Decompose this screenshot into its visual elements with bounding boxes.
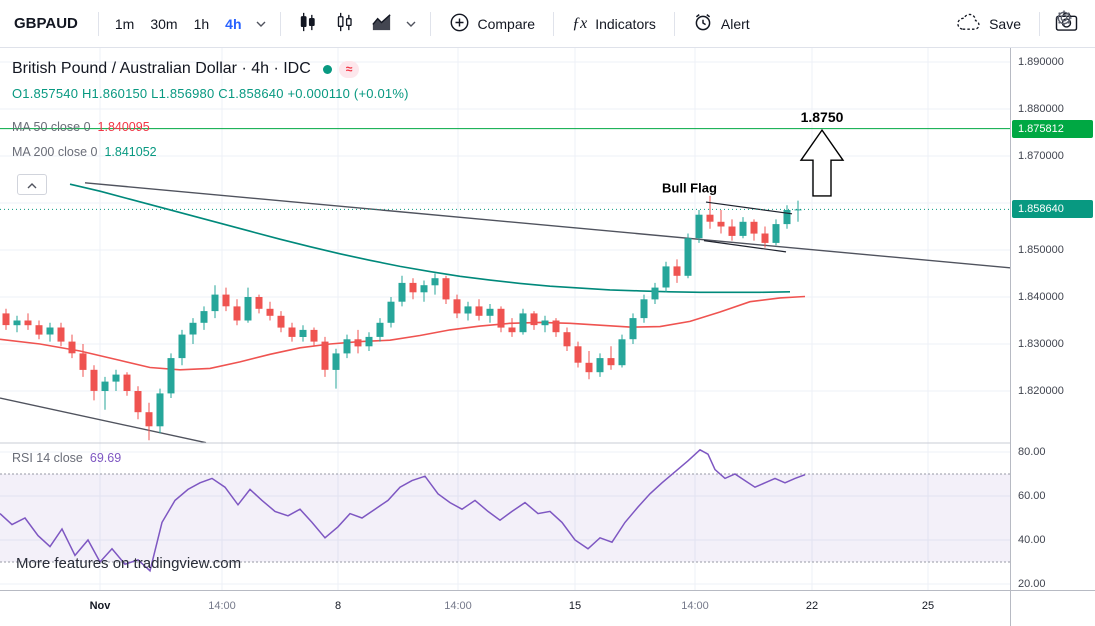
ma200-line (69, 183, 791, 294)
price-axis-label: 1.880000 (1018, 103, 1064, 115)
ma200-label: MA 200 close 0 (12, 145, 98, 159)
alert-label: Alert (720, 15, 750, 32)
ma200-value: 1.841052 (104, 145, 157, 159)
price-axis-label: 1.890000 (1018, 56, 1064, 68)
area-chart-icon (370, 11, 393, 37)
chart-style-hollow-candles-button[interactable] (326, 7, 363, 41)
alarm-clock-icon (693, 12, 713, 35)
symbol-title-text: British Pound / Australian Dollar · 4h ·… (12, 60, 311, 77)
price-axis-label: 1.850000 (1018, 244, 1064, 256)
ma50-label: MA 50 close 0 (12, 120, 91, 134)
time-axis-label: 15 (568, 600, 582, 612)
price-axis-label: 1.870000 (1018, 150, 1064, 162)
collapse-toolbar-button[interactable] (17, 174, 47, 195)
ma200-legend[interactable]: MA 200 close 0 1.841052 (12, 145, 157, 159)
ohlc-values: O1.857540 H1.860150 L1.856980 C1.858640 … (12, 86, 409, 101)
time-axis-label: 14:00 (444, 600, 472, 612)
rsi-line (0, 448, 806, 573)
ma50-line (0, 295, 806, 371)
svg-text:1.8750: 1.8750 (801, 109, 844, 125)
rsi-axis-label: 60.00 (1018, 490, 1046, 502)
axis-settings-gear-button[interactable] (1055, 9, 1073, 32)
compare-plus-icon (449, 12, 470, 36)
axis-corner-divider (1010, 591, 1011, 626)
symbol-legend[interactable]: British Pound / Australian Dollar · 4h ·… (12, 60, 360, 78)
chart-svg[interactable]: Bull Flag 1.8750 (0, 48, 1010, 590)
svg-text:Bull Flag: Bull Flag (662, 181, 717, 196)
timeframe-30m-button[interactable]: 30m (142, 10, 185, 38)
compare-button[interactable]: Compare (439, 6, 546, 42)
price-axis-label: 1.820000 (1018, 385, 1064, 397)
toolbar-separator (279, 11, 281, 36)
time-axis-label: 14:00 (681, 600, 709, 612)
time-axis-label: 14:00 (208, 600, 236, 612)
timeframe-chevron-down-icon[interactable] (250, 21, 272, 27)
timeframe-4h-button[interactable]: 4h (217, 10, 249, 38)
symbol-button[interactable]: GBPAUD (14, 15, 78, 32)
chart-style-chevron-down-icon[interactable] (400, 21, 422, 27)
toolbar-separator (673, 11, 675, 36)
ma50-value: 1.840095 (97, 120, 150, 134)
time-axis-label: Nov (89, 600, 111, 612)
indicators-button[interactable]: ƒx Indicators (562, 9, 666, 39)
rsi-legend[interactable]: RSI 14 close 69.69 (12, 451, 121, 465)
candlesticks[interactable] (2, 195, 802, 441)
tradingview-watermark-link[interactable]: More features on tradingview.com (16, 555, 242, 572)
ma50-legend[interactable]: MA 50 close 0 1.840095 (12, 120, 150, 134)
chart-style-candles-button[interactable] (289, 7, 326, 41)
top-toolbar: GBPAUD 1m 30m 1h 4h (0, 0, 1095, 48)
gear-icon (1055, 10, 1073, 31)
chart-area[interactable]: Bull Flag 1.8750 British Pound / Australi… (0, 48, 1010, 590)
target-arrow[interactable] (799, 128, 845, 197)
save-label: Save (989, 15, 1021, 32)
delayed-data-badge: ≈ (338, 60, 360, 78)
rsi-value: 69.69 (89, 451, 122, 465)
rsi-axis-label: 80.00 (1018, 446, 1046, 458)
rsi-band (0, 473, 1010, 563)
candles-icon (296, 11, 319, 37)
time-axis[interactable]: Nov 14:00 8 14:00 15 14:00 22 25 (0, 590, 1095, 626)
rsi-axis-label: 20.00 (1018, 578, 1046, 590)
indicators-label: Indicators (595, 15, 656, 32)
time-axis-labels: Nov 14:00 8 14:00 15 14:00 22 25 (0, 591, 1095, 626)
cloud-save-icon (956, 13, 981, 34)
time-axis-label: 25 (921, 600, 935, 612)
chart-style-area-button[interactable] (363, 7, 400, 41)
trendlines[interactable] (0, 182, 1010, 444)
timeframe-1h-button[interactable]: 1h (186, 10, 218, 38)
fx-icon: ƒx (572, 14, 588, 32)
time-axis-label: 22 (805, 600, 819, 612)
time-axis-label: 8 (334, 600, 342, 612)
rsi-axis-label: 40.00 (1018, 534, 1046, 546)
save-button[interactable]: Save (946, 7, 1031, 40)
toolbar-separator (429, 11, 431, 36)
price-axis-label: 1.830000 (1018, 338, 1064, 350)
rsi-label: RSI 14 close (12, 451, 83, 465)
bull-flag-channel[interactable] (703, 201, 793, 253)
grid-lines (0, 48, 1010, 590)
price-axis-badge: 1.875812 (1012, 119, 1093, 138)
toolbar-separator (553, 11, 555, 36)
price-axis-label: 1.840000 (1018, 291, 1064, 303)
hollow-candles-icon (333, 11, 356, 37)
price-axis[interactable]: 1.890000 1.880000 1.870000 1.850000 1.840000… (1010, 48, 1095, 590)
alert-button[interactable]: Alert (683, 6, 760, 41)
timeframe-1m-button[interactable]: 1m (107, 10, 142, 38)
market-status-dot (322, 64, 332, 74)
chart-annotations[interactable]: Bull Flag 1.8750 (662, 109, 844, 196)
toolbar-separator (97, 11, 99, 36)
toolbar-separator (1039, 11, 1040, 36)
price-axis-badge: 1.858640 (1012, 200, 1093, 219)
chevron-up-icon (27, 176, 37, 194)
compare-label: Compare (477, 15, 536, 32)
